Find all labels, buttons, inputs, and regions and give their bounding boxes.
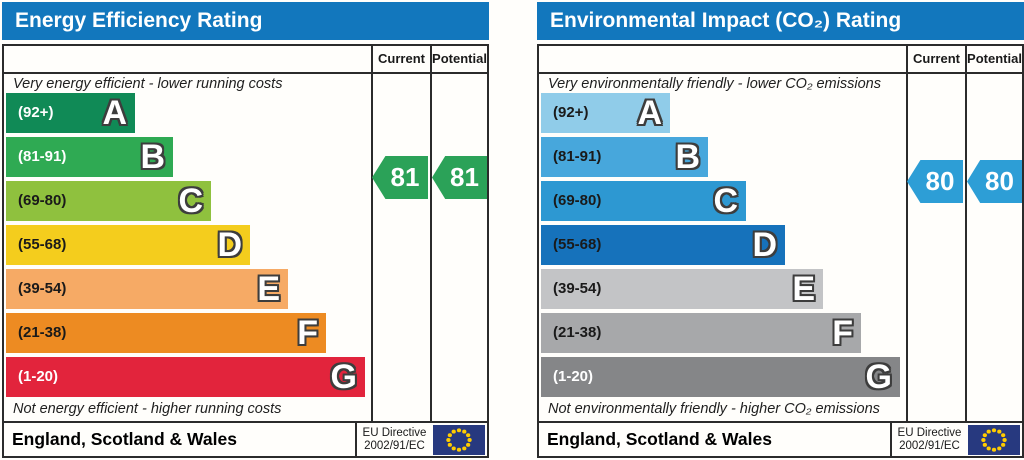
- band-letter: G: [865, 358, 892, 396]
- current-rating-arrow: 81: [372, 156, 428, 199]
- eu-directive-line2: 2002/91/EC: [899, 440, 960, 452]
- band-g: (1-20) G: [541, 357, 900, 397]
- column-divider: [906, 46, 908, 421]
- top-note: Very environmentally friendly - lower CO…: [548, 76, 881, 92]
- potential-rating-value: 80: [985, 166, 1014, 196]
- current-rating-value: 81: [390, 162, 420, 192]
- band-range-label: (92+): [18, 104, 54, 121]
- footer-divider: [890, 423, 892, 456]
- potential-column-header: Potential: [432, 51, 487, 66]
- eu-directive-line1: EU Directive: [897, 427, 962, 439]
- band-c: (69-80) C: [6, 181, 211, 221]
- footer-region-label: England, Scotland & Wales: [12, 429, 237, 449]
- band-letter: C: [178, 182, 203, 220]
- band-range-label: (55-68): [18, 236, 67, 253]
- band-letter: A: [102, 94, 127, 132]
- energy-efficiency-panel: Energy Efficiency Rating Current Potenti…: [2, 2, 489, 458]
- column-divider: [965, 46, 967, 421]
- bottom-note: Not environmentally friendly - higher CO…: [548, 401, 880, 417]
- band-f: (21-38) F: [6, 313, 326, 353]
- band-f: (21-38) F: [541, 313, 861, 353]
- table-footer: England, Scotland & Wales EU Directive 2…: [4, 421, 487, 456]
- rating-table: Current Potential Very energy efficient …: [2, 44, 489, 458]
- band-g: (1-20) G: [6, 357, 365, 397]
- band-letter: G: [330, 358, 357, 396]
- band-range-label: (69-80): [553, 192, 602, 209]
- footer-divider: [355, 423, 357, 456]
- potential-rating-arrow: 80: [967, 160, 1022, 203]
- band-range-label: (81-91): [18, 148, 67, 165]
- eu-directive-label: EU Directive 2002/91/EC: [357, 427, 432, 453]
- column-divider: [430, 46, 432, 421]
- current-rating-arrow: 80: [907, 160, 963, 203]
- eu-directive-line2: 2002/91/EC: [364, 440, 425, 452]
- potential-rating-arrow: 81: [432, 156, 487, 199]
- band-letter: C: [713, 182, 738, 220]
- current-column-header: Current: [913, 51, 960, 66]
- band-letter: D: [752, 226, 777, 264]
- band-range-label: (39-54): [553, 280, 602, 297]
- band-b: (81-91) B: [541, 137, 708, 177]
- eu-flag-icon: [433, 425, 485, 455]
- band-range-label: (55-68): [553, 236, 602, 253]
- panel-title-bar: Environmental Impact (CO₂) Rating: [537, 2, 1024, 40]
- environmental-impact-panel: Environmental Impact (CO₂) Rating Curren…: [537, 2, 1024, 458]
- band-letter: F: [832, 314, 853, 352]
- band-d: (55-68) D: [6, 225, 250, 265]
- footer-region-label: England, Scotland & Wales: [547, 429, 772, 449]
- band-letter: B: [140, 138, 165, 176]
- band-a: (92+) A: [6, 93, 135, 133]
- top-note: Very energy efficient - lower running co…: [13, 76, 283, 92]
- band-c: (69-80) C: [541, 181, 746, 221]
- panel-title: Energy Efficiency Rating: [15, 9, 263, 32]
- band-range-label: (21-38): [18, 324, 67, 341]
- potential-column-header: Potential: [967, 51, 1022, 66]
- band-e: (39-54) E: [541, 269, 823, 309]
- band-a: (92+) A: [541, 93, 670, 133]
- band-letter: E: [792, 270, 815, 308]
- bottom-note: Not energy efficient - higher running co…: [13, 401, 282, 417]
- band-letter: F: [297, 314, 318, 352]
- band-range-label: (21-38): [553, 324, 602, 341]
- eu-flag-icon: [968, 425, 1020, 455]
- rating-table: Current Potential Very environmentally f…: [537, 44, 1024, 458]
- band-range-label: (1-20): [553, 368, 594, 385]
- current-column-header: Current: [378, 51, 425, 66]
- panel-title: Environmental Impact (CO₂) Rating: [550, 9, 902, 32]
- band-range-label: (92+): [553, 104, 589, 121]
- potential-rating-value: 81: [450, 162, 479, 192]
- band-b: (81-91) B: [6, 137, 173, 177]
- band-range-label: (1-20): [18, 368, 59, 385]
- table-footer: England, Scotland & Wales EU Directive 2…: [539, 421, 1022, 456]
- band-range-label: (69-80): [18, 192, 67, 209]
- current-rating-value: 80: [925, 166, 955, 196]
- band-e: (39-54) E: [6, 269, 288, 309]
- eu-directive-label: EU Directive 2002/91/EC: [892, 427, 967, 453]
- header-divider: [4, 72, 487, 74]
- band-range-label: (81-91): [553, 148, 602, 165]
- band-letter: B: [675, 138, 700, 176]
- band-letter: D: [217, 226, 242, 264]
- band-letter: A: [637, 94, 662, 132]
- column-divider: [371, 46, 373, 421]
- header-divider: [539, 72, 1022, 74]
- band-letter: E: [257, 270, 280, 308]
- band-d: (55-68) D: [541, 225, 785, 265]
- eu-directive-line1: EU Directive: [362, 427, 427, 439]
- band-range-label: (39-54): [18, 280, 67, 297]
- panel-title-bar: Energy Efficiency Rating: [2, 2, 489, 40]
